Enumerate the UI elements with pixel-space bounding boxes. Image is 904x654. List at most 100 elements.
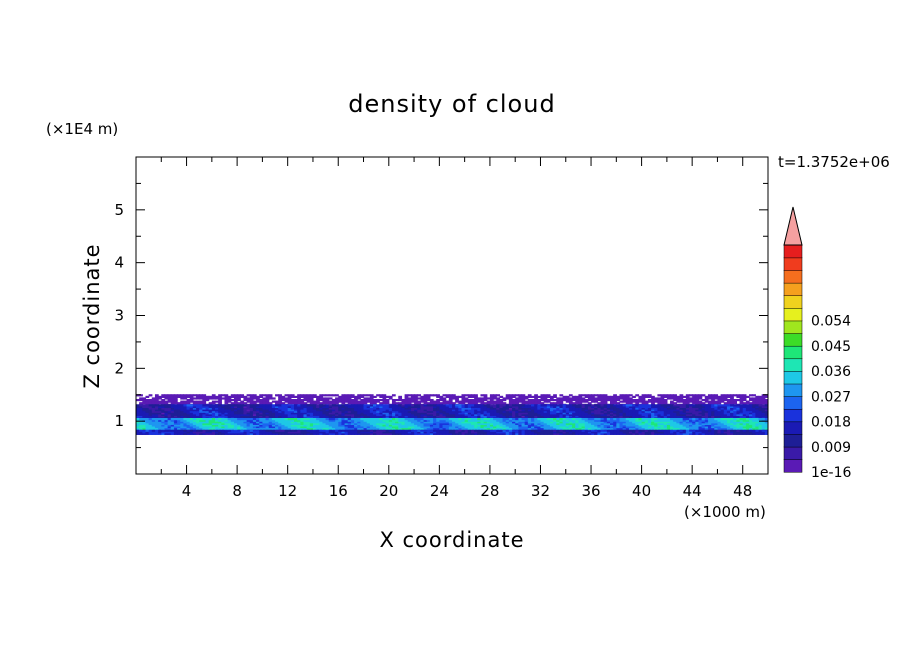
- contour-cell: [714, 404, 719, 407]
- contour-cell: [660, 398, 665, 402]
- contour-cell: [259, 402, 263, 405]
- contour-cell: [660, 394, 665, 397]
- contour-cell: [496, 405, 500, 409]
- contour-cell: [723, 413, 728, 416]
- contour-cell: [379, 412, 384, 415]
- contour-cell: [660, 407, 665, 410]
- contour-cell: [439, 409, 444, 412]
- contour-cell: [676, 395, 681, 398]
- contour-cell: [711, 432, 715, 435]
- contour-cell: [319, 432, 324, 435]
- contour-cell: [761, 402, 766, 405]
- contour-cell: [572, 404, 576, 407]
- contour-cell: [508, 394, 513, 397]
- contour-cell: [556, 409, 561, 412]
- contour-cell: [660, 415, 665, 418]
- contour-cell: [278, 410, 282, 413]
- contour-cell: [148, 427, 153, 430]
- contour-cell: [562, 429, 567, 432]
- contour-cell: [439, 395, 444, 398]
- contour-cell: [610, 405, 614, 409]
- contour-cell: [148, 400, 153, 403]
- contour-cell: [249, 398, 254, 402]
- contour-cell: [139, 409, 143, 412]
- contour-cell: [208, 431, 213, 434]
- contour-cell: [439, 432, 444, 435]
- contour-cell: [682, 431, 687, 434]
- contour-cell: [682, 407, 687, 410]
- contour-cell: [745, 395, 750, 398]
- contour-cell: [689, 432, 693, 435]
- contour-cell: [303, 412, 308, 415]
- contour-cell: [679, 409, 684, 412]
- contour-cell: [439, 413, 444, 416]
- contour-cell: [537, 415, 542, 418]
- contour-cell: [660, 410, 665, 413]
- contour-cell: [474, 415, 478, 418]
- contour-cell: [619, 404, 624, 407]
- contour-cell: [752, 429, 756, 432]
- contour-cell: [423, 415, 428, 418]
- contour-cell: [673, 398, 677, 402]
- contour-cell: [151, 402, 156, 405]
- contour-cell: [682, 395, 687, 398]
- contour-cell: [521, 405, 526, 409]
- contour-cell: [613, 429, 617, 432]
- contour-cell: [764, 412, 768, 415]
- contour-cell: [319, 398, 324, 402]
- contour-cell: [594, 407, 598, 410]
- contour-cell: [707, 394, 712, 397]
- contour-cell: [420, 415, 425, 418]
- contour-cell: [499, 395, 504, 398]
- contour-cell: [202, 427, 207, 430]
- contour-cell: [256, 427, 260, 430]
- contour-cell: [745, 432, 750, 435]
- contour-cell: [587, 431, 592, 434]
- contour-cell: [300, 412, 305, 415]
- contour-cell: [233, 413, 238, 416]
- contour-cell: [619, 431, 624, 434]
- contour-cell: [398, 429, 403, 432]
- contour-cell: [518, 400, 523, 403]
- contour-cell: [584, 409, 589, 412]
- contour-cell: [651, 413, 655, 416]
- contour-cell: [354, 397, 358, 400]
- contour-cell: [745, 412, 750, 415]
- contour-cell: [202, 431, 207, 434]
- contour-cell: [464, 404, 469, 407]
- contour-cell: [578, 405, 583, 409]
- contour-cell: [641, 410, 646, 413]
- contour-cell: [433, 412, 437, 415]
- contour-cell: [568, 402, 573, 405]
- contour-cell: [196, 432, 200, 435]
- contour-cell: [616, 395, 621, 398]
- contour-cell: [142, 431, 147, 434]
- contour-cell: [508, 405, 513, 409]
- contour-cell: [224, 412, 229, 415]
- contour-cell: [161, 431, 166, 434]
- contour-cell: [512, 405, 516, 409]
- contour-cell: [527, 413, 532, 416]
- contour-cell: [401, 431, 406, 434]
- contour-cell: [625, 400, 630, 403]
- contour-cell: [240, 405, 245, 409]
- contour-cell: [338, 398, 342, 402]
- contour-cell: [196, 404, 200, 407]
- contour-cell: [246, 432, 251, 435]
- contour-cell: [543, 405, 548, 409]
- contour-cell: [335, 402, 339, 405]
- contour-cell: [600, 394, 605, 397]
- contour-cell: [164, 410, 169, 413]
- contour-cell: [521, 432, 526, 435]
- contour-cell: [448, 404, 453, 407]
- contour-cell: [496, 400, 500, 403]
- contour-cell: [726, 431, 731, 434]
- contour-cell: [395, 405, 399, 409]
- contour-cell: [723, 395, 728, 398]
- contour-cell: [600, 410, 605, 413]
- contour-cell: [730, 407, 734, 410]
- contour-cell: [723, 394, 728, 397]
- contour-cell: [546, 398, 551, 402]
- contour-cell: [666, 409, 671, 412]
- contour-cell: [262, 432, 267, 435]
